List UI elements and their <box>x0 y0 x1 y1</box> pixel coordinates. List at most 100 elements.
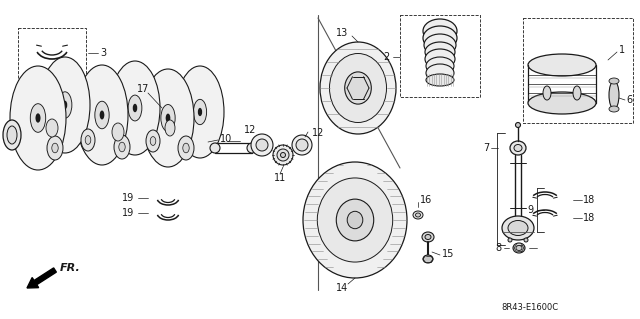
Ellipse shape <box>95 101 109 129</box>
Ellipse shape <box>176 66 224 158</box>
Ellipse shape <box>524 238 528 242</box>
Text: 6: 6 <box>626 95 632 105</box>
Ellipse shape <box>76 65 128 165</box>
Ellipse shape <box>426 57 454 75</box>
Ellipse shape <box>426 74 454 86</box>
Ellipse shape <box>183 143 189 153</box>
Ellipse shape <box>198 108 202 116</box>
Ellipse shape <box>7 126 17 144</box>
Ellipse shape <box>516 246 522 250</box>
Ellipse shape <box>423 26 457 50</box>
Ellipse shape <box>422 232 434 242</box>
Bar <box>400 15 480 97</box>
Ellipse shape <box>609 106 619 112</box>
Ellipse shape <box>415 213 420 217</box>
Ellipse shape <box>110 61 160 155</box>
Ellipse shape <box>146 130 160 152</box>
Text: 14: 14 <box>336 283 348 293</box>
Ellipse shape <box>425 42 455 62</box>
Bar <box>523 18 633 123</box>
Ellipse shape <box>81 129 95 151</box>
Ellipse shape <box>251 134 273 156</box>
Text: 1: 1 <box>619 45 625 55</box>
Ellipse shape <box>330 54 387 122</box>
Ellipse shape <box>46 119 58 137</box>
Ellipse shape <box>166 114 170 122</box>
Ellipse shape <box>114 135 130 159</box>
Text: 11: 11 <box>274 173 286 183</box>
Ellipse shape <box>112 123 124 141</box>
Text: 13: 13 <box>336 28 348 38</box>
Ellipse shape <box>609 81 619 109</box>
Ellipse shape <box>573 86 581 100</box>
Text: 3: 3 <box>100 48 106 58</box>
Ellipse shape <box>543 86 551 100</box>
Ellipse shape <box>3 120 21 150</box>
Ellipse shape <box>178 136 194 160</box>
Text: 15: 15 <box>442 249 454 259</box>
Text: 10: 10 <box>220 134 232 144</box>
Ellipse shape <box>425 234 431 240</box>
Bar <box>18 28 86 80</box>
Text: 12: 12 <box>312 128 324 138</box>
Ellipse shape <box>423 255 433 263</box>
Ellipse shape <box>277 149 289 161</box>
Ellipse shape <box>35 113 40 123</box>
Ellipse shape <box>150 137 156 145</box>
Ellipse shape <box>528 92 596 114</box>
Ellipse shape <box>292 135 312 155</box>
Text: 12: 12 <box>244 125 256 135</box>
Ellipse shape <box>413 211 423 219</box>
Text: 17: 17 <box>137 84 149 94</box>
Ellipse shape <box>193 99 207 125</box>
Ellipse shape <box>425 49 455 69</box>
Ellipse shape <box>515 122 520 128</box>
Text: 18: 18 <box>583 195 595 205</box>
Text: 19: 19 <box>122 208 134 218</box>
Ellipse shape <box>514 145 522 152</box>
Ellipse shape <box>510 141 526 155</box>
Ellipse shape <box>273 145 293 165</box>
Ellipse shape <box>161 105 175 131</box>
Text: 7: 7 <box>483 143 489 153</box>
Ellipse shape <box>345 72 371 104</box>
Text: FR.: FR. <box>60 263 81 273</box>
Ellipse shape <box>47 136 63 160</box>
Text: 19: 19 <box>122 193 134 203</box>
Ellipse shape <box>513 243 525 253</box>
Ellipse shape <box>128 95 142 121</box>
Ellipse shape <box>52 143 58 153</box>
Ellipse shape <box>502 216 534 240</box>
Text: 8R43-E1600C: 8R43-E1600C <box>501 303 559 313</box>
Ellipse shape <box>508 220 528 235</box>
Ellipse shape <box>609 78 619 84</box>
Text: 2: 2 <box>383 52 389 62</box>
Ellipse shape <box>320 42 396 134</box>
Ellipse shape <box>426 64 454 82</box>
Text: 9: 9 <box>527 205 533 215</box>
Ellipse shape <box>100 110 104 120</box>
Ellipse shape <box>256 139 268 151</box>
Ellipse shape <box>296 139 308 151</box>
Ellipse shape <box>508 238 512 242</box>
Ellipse shape <box>347 211 363 229</box>
Ellipse shape <box>336 199 374 241</box>
Ellipse shape <box>303 162 407 278</box>
Ellipse shape <box>247 143 257 153</box>
Ellipse shape <box>10 66 66 170</box>
Ellipse shape <box>142 69 194 167</box>
Ellipse shape <box>58 92 72 118</box>
Ellipse shape <box>63 101 67 109</box>
FancyArrow shape <box>27 268 56 288</box>
Ellipse shape <box>280 152 285 158</box>
Text: 8: 8 <box>496 243 502 253</box>
Ellipse shape <box>119 142 125 152</box>
Ellipse shape <box>30 104 45 132</box>
Ellipse shape <box>423 19 457 43</box>
Text: 18: 18 <box>583 213 595 223</box>
Ellipse shape <box>528 54 596 76</box>
Text: 16: 16 <box>420 195 432 205</box>
Ellipse shape <box>317 178 393 262</box>
Ellipse shape <box>165 120 175 136</box>
Ellipse shape <box>424 34 456 56</box>
